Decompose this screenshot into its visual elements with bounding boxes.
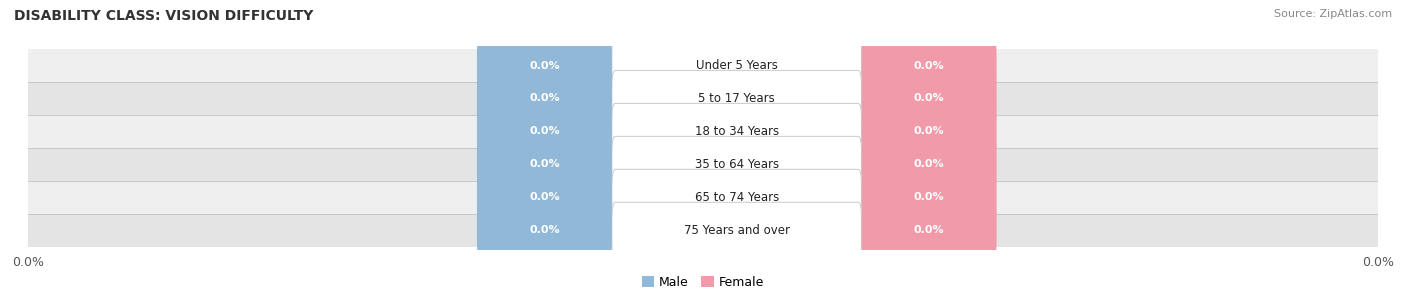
FancyBboxPatch shape [477,70,612,127]
Text: 35 to 64 Years: 35 to 64 Years [695,158,779,171]
Bar [28,115,1378,148]
Bar [28,181,1378,214]
FancyBboxPatch shape [612,38,862,94]
Bar [28,49,1378,82]
FancyBboxPatch shape [862,38,997,94]
FancyBboxPatch shape [862,202,997,258]
FancyBboxPatch shape [612,136,862,192]
Text: 75 Years and over: 75 Years and over [683,224,790,237]
Bar [28,214,1378,247]
Text: 0.0%: 0.0% [529,127,560,136]
FancyBboxPatch shape [612,103,862,160]
Legend: Male, Female: Male, Female [641,276,765,289]
FancyBboxPatch shape [862,103,997,160]
Bar [28,148,1378,181]
Text: 18 to 34 Years: 18 to 34 Years [695,125,779,138]
Text: 65 to 74 Years: 65 to 74 Years [695,191,779,204]
FancyBboxPatch shape [612,70,862,127]
FancyBboxPatch shape [477,136,612,192]
Text: 0.0%: 0.0% [529,60,560,70]
Text: 0.0%: 0.0% [914,192,945,202]
FancyBboxPatch shape [862,136,997,192]
Text: 0.0%: 0.0% [914,160,945,169]
FancyBboxPatch shape [862,70,997,127]
FancyBboxPatch shape [477,38,612,94]
Text: 0.0%: 0.0% [529,94,560,103]
Text: Under 5 Years: Under 5 Years [696,59,778,72]
Text: 0.0%: 0.0% [529,160,560,169]
FancyBboxPatch shape [612,202,862,258]
FancyBboxPatch shape [477,169,612,225]
Text: 0.0%: 0.0% [914,127,945,136]
FancyBboxPatch shape [862,169,997,225]
Text: 5 to 17 Years: 5 to 17 Years [699,92,775,105]
Text: 0.0%: 0.0% [914,94,945,103]
FancyBboxPatch shape [612,169,862,225]
FancyBboxPatch shape [477,202,612,258]
Text: 0.0%: 0.0% [914,225,945,235]
Text: DISABILITY CLASS: VISION DIFFICULTY: DISABILITY CLASS: VISION DIFFICULTY [14,9,314,23]
Text: Source: ZipAtlas.com: Source: ZipAtlas.com [1274,9,1392,19]
Text: 0.0%: 0.0% [914,60,945,70]
Text: 0.0%: 0.0% [529,192,560,202]
Bar [28,82,1378,115]
Text: 0.0%: 0.0% [529,225,560,235]
FancyBboxPatch shape [477,103,612,160]
